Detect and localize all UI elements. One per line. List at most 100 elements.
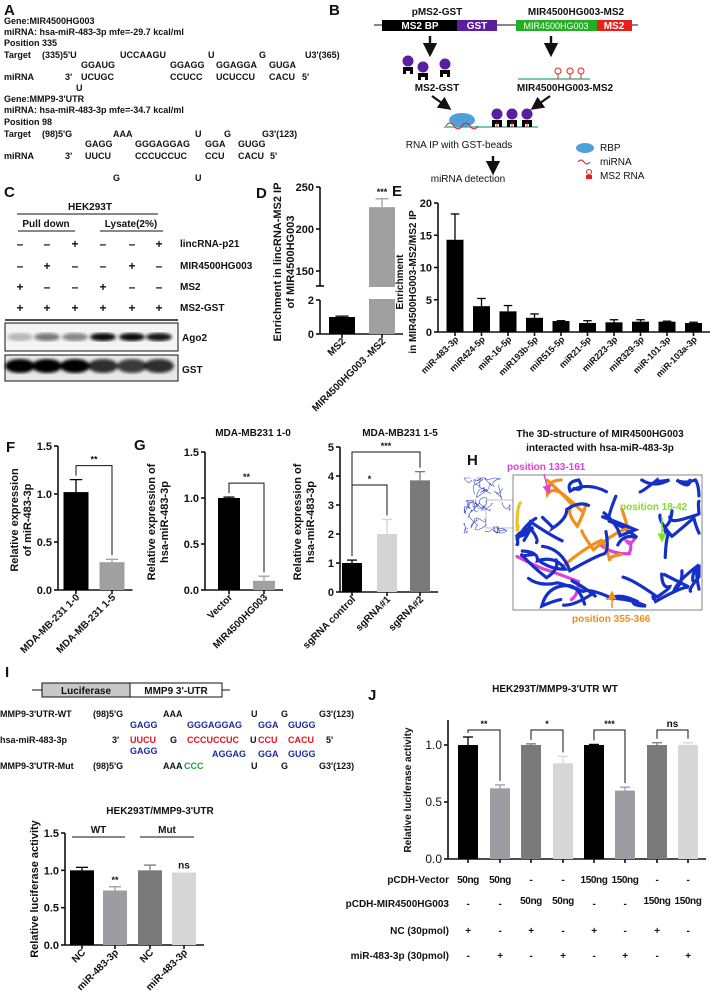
mmp9-utr-label: MMP9 3'-UTR xyxy=(144,686,208,697)
ms2-segment xyxy=(597,20,632,31)
bar-mir-483-3p xyxy=(172,872,196,945)
y-tick-label: 1.0 xyxy=(184,493,199,505)
bar-mir329-3p xyxy=(632,321,649,332)
rna-strand xyxy=(501,501,511,511)
rna-strand xyxy=(484,477,501,487)
significance-label: ns xyxy=(667,719,679,730)
gst-label: GST xyxy=(467,21,488,32)
blot-band xyxy=(62,333,88,341)
product-lnc-ms2: MIR4500HG003-MS2 xyxy=(517,83,614,94)
seq-token: AAA xyxy=(113,129,133,139)
lane-sign: – xyxy=(44,237,51,251)
y-tick-label: 1.0 xyxy=(44,865,59,877)
group-label-wt: WT xyxy=(91,825,107,836)
seq-token: (98)5'G xyxy=(93,709,123,719)
group-pull-down: Pull down xyxy=(22,219,69,230)
ms2-hairpin-icons xyxy=(554,67,585,79)
condition-value: - xyxy=(562,875,565,886)
bar-nc xyxy=(70,870,94,945)
bar-nc xyxy=(138,870,162,945)
chart-title: MDA-MB231 1-0 xyxy=(215,428,291,439)
y-tick-label: 0.5 xyxy=(184,539,199,551)
x-tick-label: sgRNA control xyxy=(301,594,358,651)
seq-token: U xyxy=(250,735,257,745)
blot-label-ago2: Ago2 xyxy=(182,333,207,344)
rna-strand xyxy=(540,530,609,574)
lane-sign: – xyxy=(156,280,163,294)
y-tick-label: 2 xyxy=(308,295,314,307)
ms2bp-segment xyxy=(382,20,457,31)
bar-mir-103a-3p xyxy=(685,322,702,332)
lane-sign: + xyxy=(128,259,135,273)
annotation-position-133-161: position 133-161 xyxy=(507,462,586,473)
seq-token: GUGG xyxy=(288,749,316,759)
panel-label-j: J xyxy=(368,687,376,704)
rna-strand xyxy=(670,563,701,594)
blot-band xyxy=(144,359,174,373)
significance-label: ns xyxy=(178,861,190,872)
seq-token: GAGG xyxy=(130,746,158,756)
rna-strand xyxy=(688,564,701,593)
mirna-mfe-1: miRNA: hsa-miR-483-3p mfe=-29.7 kcal/ml xyxy=(4,27,184,37)
chart-g1: 0.00.51.01.5VectorMIR4500HG003**MDA-MB23… xyxy=(146,428,291,651)
rna-strand xyxy=(476,477,493,492)
y-axis-label-line: Relative expression of xyxy=(292,463,304,580)
bar-bar-0 xyxy=(458,745,478,859)
significance-bracket xyxy=(351,451,421,557)
y-tick-label: 0 xyxy=(426,327,432,339)
seq-token: GUGG xyxy=(288,720,316,730)
condition-value: - xyxy=(624,926,627,937)
rna-strand xyxy=(515,519,564,547)
panel-i-construct: Luciferase MMP9 3'-UTR MMP9-3'UTR-WT (98… xyxy=(0,682,354,771)
ms2-hairpin-icon xyxy=(566,67,574,75)
seq-token: GGGAGGAG xyxy=(135,139,190,149)
y-tick-label: 1.5 xyxy=(44,828,59,840)
construct-lnc-ms2-title: MIR4500HG003-MS2 xyxy=(528,7,625,18)
condition-value: - xyxy=(562,926,565,937)
rna-strand xyxy=(496,526,506,534)
seq-token: AAA xyxy=(163,709,183,719)
rna-strand xyxy=(567,478,609,494)
seq-token: GAGG xyxy=(85,139,113,149)
condition-value: 150ng xyxy=(644,896,671,907)
rna-strand xyxy=(473,479,484,486)
seq-token: GGGAGGAG xyxy=(187,720,242,730)
pink-arrow-icon xyxy=(542,473,552,495)
seq-token: CACU xyxy=(269,72,295,82)
y-axis-label-line: Relative luciferase activity xyxy=(29,819,41,957)
seq-token: U xyxy=(76,83,83,93)
bar-break-gap xyxy=(368,287,396,299)
condition-label: pCDH-Vector xyxy=(387,875,449,886)
y-axis-label: Relative luciferase activity xyxy=(403,727,414,853)
y-axis-label-line: Enrichment in lincRNA-MS2 IP xyxy=(272,183,284,342)
rna-strand xyxy=(539,583,587,609)
bound-ms2-gst-icons xyxy=(491,108,533,127)
lane-sign: + xyxy=(71,301,78,315)
condition-value: + xyxy=(654,926,660,937)
seq-token: (98)5'G xyxy=(42,129,72,139)
bar-mir21-5p xyxy=(579,322,596,332)
bar-bar-6 xyxy=(647,745,667,859)
y-tick-label: 1.0 xyxy=(37,489,52,501)
lane-sign: – xyxy=(17,259,24,273)
chart-title: MDA-MB231 1-5 xyxy=(362,428,438,439)
seq-token: G3'(123) xyxy=(319,709,354,719)
rna-strand xyxy=(484,528,501,534)
rbp-icon xyxy=(449,113,475,127)
panel-h: The 3D-structure of MIR4500HG003 interac… xyxy=(463,429,703,625)
condition-value: 150ng xyxy=(675,896,702,907)
condition-value: - xyxy=(656,951,659,962)
rna-strand xyxy=(540,502,591,533)
lane-sign: + xyxy=(155,301,162,315)
arrow-icon xyxy=(530,95,551,110)
y-tick-label: 0.5 xyxy=(37,537,52,549)
luciferase-label: Luciferase xyxy=(61,686,111,697)
rna-strand xyxy=(621,572,672,599)
lnc-label: MIR4500HG003 xyxy=(523,21,588,31)
bar-bar-1 xyxy=(490,788,510,859)
group-lysate: Lysate(2%) xyxy=(105,219,157,230)
y-tick-label: 0 xyxy=(328,587,334,599)
condition-value: + xyxy=(560,951,566,962)
mirna-label: hsa-miR-483-3p xyxy=(0,735,68,745)
